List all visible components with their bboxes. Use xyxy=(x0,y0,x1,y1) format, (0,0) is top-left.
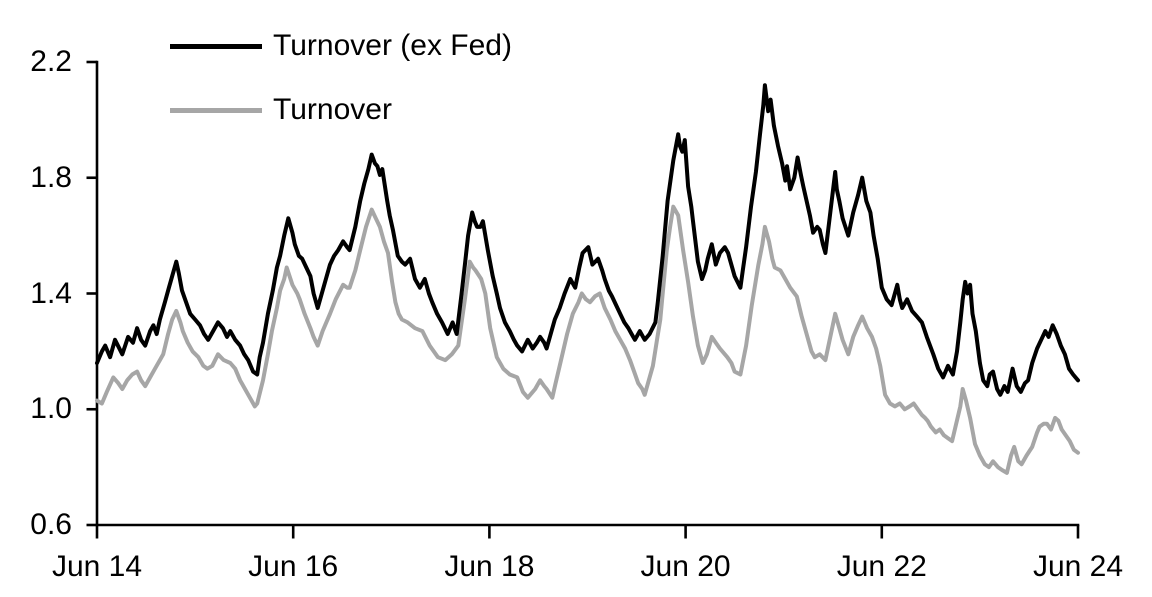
x-axis-label-jun24: Jun 24 xyxy=(1032,550,1124,583)
y-axis-label-1_4: 1.4 xyxy=(30,277,72,310)
y-axis-label-0_6: 0.6 xyxy=(30,508,72,541)
legend-line-sample-black xyxy=(170,43,262,49)
x-axis-label-jun22: Jun 22 xyxy=(836,550,927,583)
legend-item-turnover-ex-fed: Turnover (ex Fed) xyxy=(170,28,512,64)
legend-label-turnover: Turnover xyxy=(273,93,392,126)
x-axis-label-jun18: Jun 18 xyxy=(444,550,535,583)
x-axis-label-jun14: Jun 14 xyxy=(51,550,143,583)
y-axis-label-1_0: 1.0 xyxy=(30,392,72,425)
y-axis-label-1_8: 1.8 xyxy=(30,161,72,194)
series-line-turnover xyxy=(95,204,1080,475)
y-axis-label-2_2: 2.2 xyxy=(30,45,72,78)
axes xyxy=(86,60,1080,539)
x-axis-label-jun20: Jun 20 xyxy=(640,550,731,583)
legend-line-sample-gray xyxy=(170,107,262,113)
series-line-turnover-ex-fed xyxy=(95,83,1080,397)
x-axis-label-jun16: Jun 16 xyxy=(248,550,339,583)
legend-item-turnover: Turnover xyxy=(170,92,392,128)
legend-label-turnover-ex-fed: Turnover (ex Fed) xyxy=(273,29,512,62)
